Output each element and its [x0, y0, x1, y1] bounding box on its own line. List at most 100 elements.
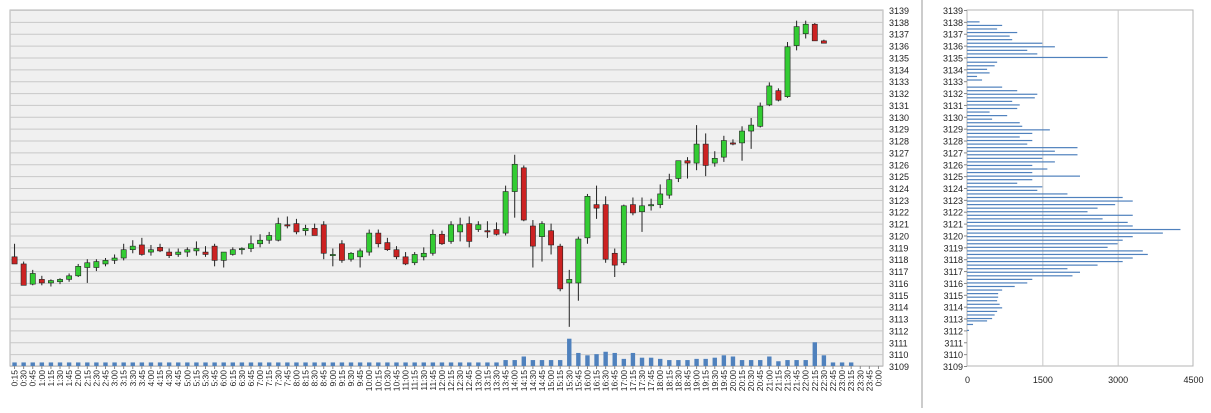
candle-down [684, 160, 691, 164]
price-axis-tick-label: 3121 [889, 220, 909, 230]
profile-price-tick-label: 3123 [943, 196, 963, 206]
volume-bar [130, 362, 135, 366]
profile-price-tick-label: 3120 [943, 231, 963, 241]
candle-up [457, 224, 464, 233]
profile-price-tick-label: 3114 [944, 303, 963, 313]
time-axis-tick-label: 8:30 [310, 370, 320, 387]
candle-up [693, 143, 700, 164]
profile-price-tick-label: 3110 [944, 350, 963, 360]
volume-bar [276, 362, 281, 366]
time-axis-tick-label: 3:00 [110, 370, 120, 387]
candle-down [493, 229, 500, 235]
profile-bar [967, 28, 998, 30]
time-axis-tick-label: 0:30 [19, 370, 29, 387]
price-axis-tick-label: 3133 [889, 77, 909, 87]
volume-bar [485, 362, 490, 366]
volume-bar [439, 362, 445, 366]
time-axis-tick-label: 22:00 [801, 370, 811, 392]
time-axis-tick-label: 11:15 [410, 370, 420, 391]
profile-price-tick-label: 3115 [944, 291, 963, 301]
time-axis-tick-label: 13:15 [482, 370, 492, 392]
time-axis-tick-label: 22:15 [810, 370, 820, 392]
time-axis-tick-label: 9:45 [355, 370, 365, 387]
candle-down [284, 224, 291, 227]
profile-bar [967, 107, 1018, 110]
candle-down [339, 243, 345, 261]
profile-bar [967, 154, 1078, 156]
price-axis-tick-label: 3120 [889, 231, 909, 241]
candle-down [38, 279, 45, 284]
price-axis-tick-label: 3127 [889, 148, 909, 158]
candle-up [657, 193, 664, 205]
profile-bar [967, 35, 1010, 37]
time-axis-tick-label: 11:30 [419, 370, 429, 391]
price-axis-tick-label: 3125 [889, 172, 909, 182]
candle-up [411, 254, 418, 264]
profile-bar [967, 317, 993, 320]
time-axis-tick-label: 19:30 [710, 370, 720, 392]
volume-bar [794, 360, 799, 366]
volume-bar [539, 360, 545, 366]
candle-up [266, 235, 273, 241]
time-axis-tick-label: 12:15 [446, 370, 456, 392]
volume-bar [467, 362, 472, 366]
volume-bar [103, 362, 108, 366]
time-axis-tick-label: 23:45 [864, 370, 874, 392]
profile-bar [967, 211, 1088, 213]
profile-bar [967, 68, 988, 70]
profile-axis-tick-label: 0 [965, 375, 970, 385]
time-axis-tick-label: 4:30 [164, 370, 174, 387]
time-axis-tick-label: 20:15 [737, 370, 747, 392]
volume-bar [512, 360, 517, 366]
volume-bar [348, 362, 354, 366]
candle-up [84, 262, 91, 268]
time-axis-tick-label: 0:45 [28, 370, 38, 387]
time-axis-tick-label: 21:00 [764, 370, 774, 392]
volume-bar [530, 360, 536, 366]
profile-bar [967, 42, 1043, 44]
profile-bar [967, 186, 1043, 188]
volume-bar [603, 351, 608, 366]
volume-bar [394, 362, 399, 366]
price-axis-tick-label: 3137 [889, 30, 909, 40]
candle-down [320, 224, 327, 254]
candle-up [357, 250, 364, 258]
price-axis-tick-label: 3119 [889, 243, 908, 253]
candle-up [48, 280, 54, 284]
candle-up [784, 46, 791, 97]
candle-down [211, 245, 218, 261]
volume-bar [576, 352, 581, 366]
time-axis-tick-label: 6:45 [246, 370, 256, 387]
volume-bar [594, 354, 599, 366]
time-axis-tick-label: 18:00 [655, 370, 665, 392]
time-axis-tick-label: 16:15 [592, 370, 602, 392]
time-axis-tick-label: 8:00 [291, 370, 301, 387]
price-axis-tick-label: 3129 [889, 125, 909, 135]
profile-price-tick-label: 3127 [943, 148, 963, 158]
time-axis-tick-label: 8:15 [301, 370, 311, 387]
volume-bar [266, 362, 272, 366]
candle-down [11, 256, 18, 265]
candle-up [711, 158, 718, 164]
volume-bar [57, 362, 63, 366]
price-axis-tick-label: 3122 [889, 208, 909, 218]
time-axis-tick-label: 12:45 [464, 370, 474, 392]
candle-up [566, 279, 573, 284]
profile-bar [967, 168, 1048, 170]
profile-bar [967, 104, 1020, 106]
profile-bar [967, 207, 1098, 209]
profile-bar [967, 31, 1018, 34]
profile-price-tick-label: 3131 [943, 101, 963, 111]
candle-up [111, 257, 118, 261]
time-axis-tick-label: 3:15 [119, 370, 129, 387]
candle-up [620, 205, 627, 264]
profile-bar [967, 293, 999, 295]
volume-bar [403, 362, 408, 366]
time-axis-tick-label: 13:00 [473, 370, 483, 392]
profile-bar [967, 218, 1103, 220]
profile-bar [967, 296, 999, 298]
candle-down [402, 256, 409, 265]
volume-bar [66, 362, 72, 366]
volume-bar [685, 360, 690, 366]
